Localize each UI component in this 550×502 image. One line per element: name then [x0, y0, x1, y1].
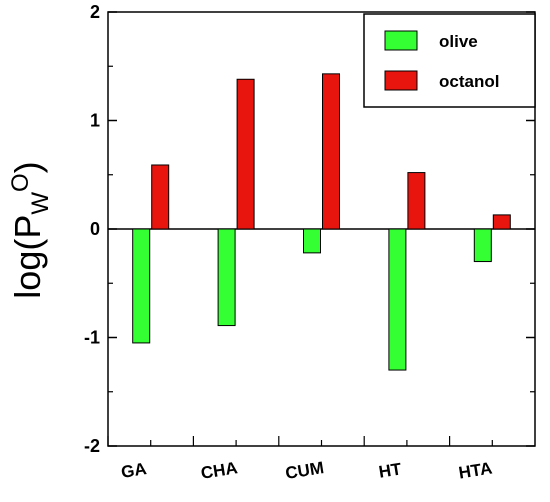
- legend: olive octanol: [363, 13, 536, 108]
- bar-olive-ga: [132, 228, 151, 344]
- x-tick-label-cum: CUM: [284, 458, 325, 483]
- bar-octanol-ga: [151, 164, 170, 230]
- bar-olive-hta: [473, 228, 492, 263]
- x-tick-label-ga: GA: [120, 459, 148, 482]
- legend-swatch-olive: [384, 30, 418, 51]
- legend-label-octanol: octanol: [439, 72, 499, 91]
- y-axis-title: log(PWO): [7, 161, 54, 298]
- bar-octanol-cum: [322, 73, 340, 230]
- y-tick-label: -2: [84, 436, 100, 456]
- bar-octanol-ht: [407, 172, 426, 230]
- y-tick-label: 2: [90, 2, 100, 22]
- bar-olive-cum: [303, 228, 321, 254]
- bars: [132, 73, 511, 371]
- x-tick-label-cha: CHA: [200, 458, 239, 483]
- legend-label-olive: olive: [439, 32, 478, 51]
- legend-swatch-octanol: [384, 70, 418, 91]
- x-tick-label-hta: HTA: [457, 459, 493, 483]
- bar-olive-ht: [388, 228, 407, 371]
- y-tick-label: 1: [90, 111, 100, 131]
- y-tick-label: -1: [84, 328, 100, 348]
- x-tick-label-ht: HT: [377, 459, 403, 481]
- bar-octanol-cha: [236, 78, 255, 230]
- bar-olive-cha: [217, 228, 236, 327]
- y-tick-label: 0: [90, 219, 100, 239]
- bar-octanol-hta: [492, 214, 511, 230]
- legend-box: [363, 13, 536, 108]
